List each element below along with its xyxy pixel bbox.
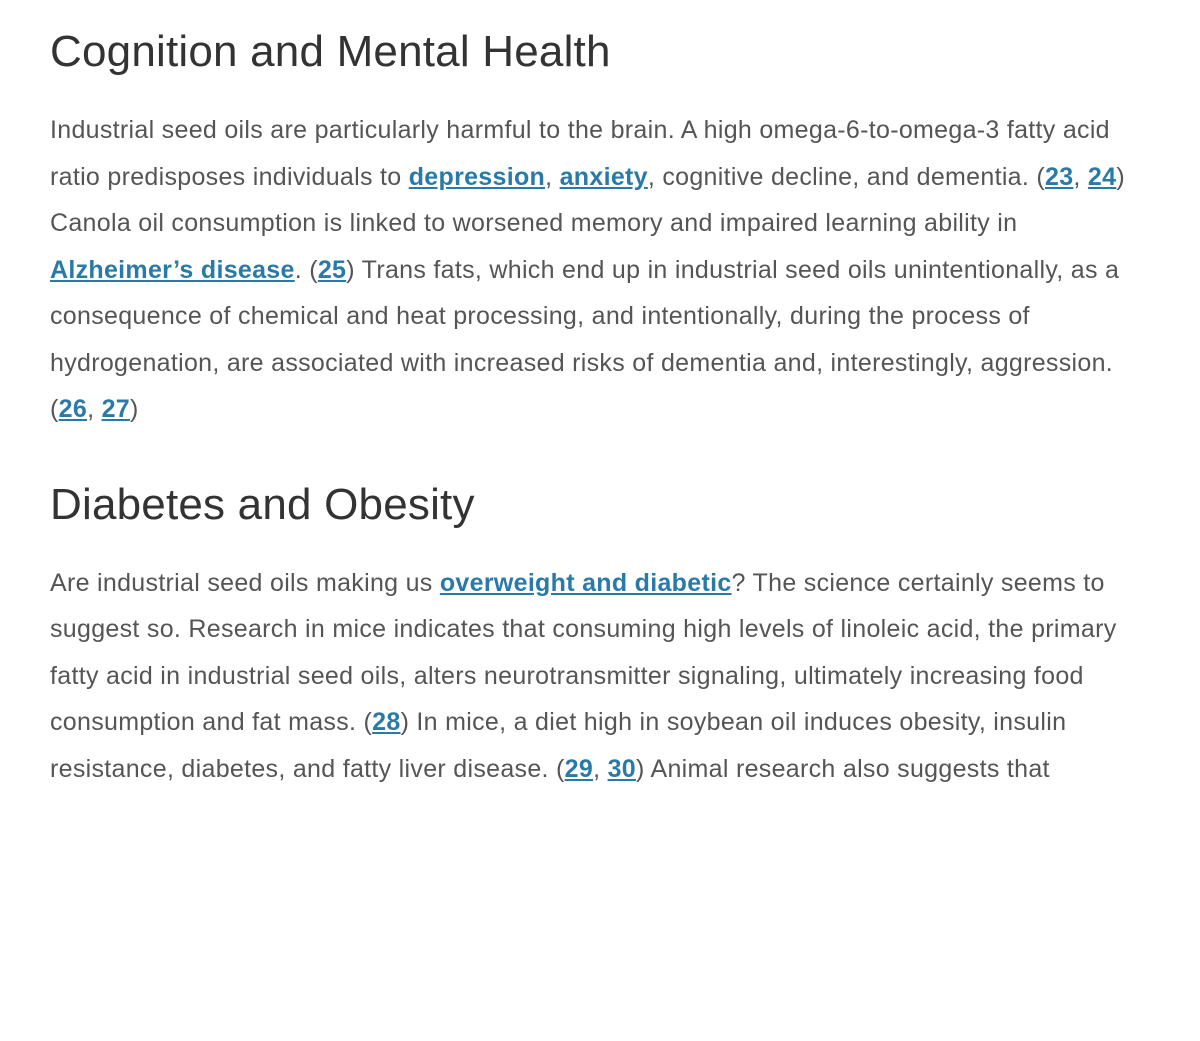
link-depression[interactable]: depression (409, 163, 545, 191)
text-run: , cognitive decline, and dementia. ( (648, 163, 1045, 191)
paragraph-diabetes: Are industrial seed oils making us overw… (50, 560, 1150, 793)
reference-link-27[interactable]: 27 (102, 395, 130, 423)
reference-link-24[interactable]: 24 (1088, 163, 1116, 191)
text-run: ) (130, 395, 139, 423)
text-run: , (545, 163, 560, 191)
paragraph-cognition: Industrial seed oils are particularly ha… (50, 107, 1150, 433)
text-run: ) Animal research also suggests that (636, 755, 1050, 783)
text-run: . ( (295, 256, 318, 284)
reference-link-23[interactable]: 23 (1045, 163, 1073, 191)
reference-link-25[interactable]: 25 (318, 256, 346, 284)
reference-link-29[interactable]: 29 (565, 755, 593, 783)
section-heading-diabetes: Diabetes and Obesity (50, 477, 1150, 532)
article-body: Cognition and Mental Health Industrial s… (50, 24, 1150, 792)
text-run: , (1073, 163, 1088, 191)
text-run: Are industrial seed oils making us (50, 569, 440, 597)
reference-link-26[interactable]: 26 (59, 395, 87, 423)
link-anxiety[interactable]: anxiety (560, 163, 648, 191)
text-run: , (593, 755, 608, 783)
reference-link-30[interactable]: 30 (608, 755, 636, 783)
reference-link-28[interactable]: 28 (372, 708, 400, 736)
link-overweight-and-diabetic[interactable]: overweight and diabetic (440, 569, 732, 597)
link-alzheimers-disease[interactable]: Alzheimer’s disease (50, 256, 295, 284)
section-heading-cognition: Cognition and Mental Health (50, 24, 1150, 79)
text-run: , (87, 395, 102, 423)
